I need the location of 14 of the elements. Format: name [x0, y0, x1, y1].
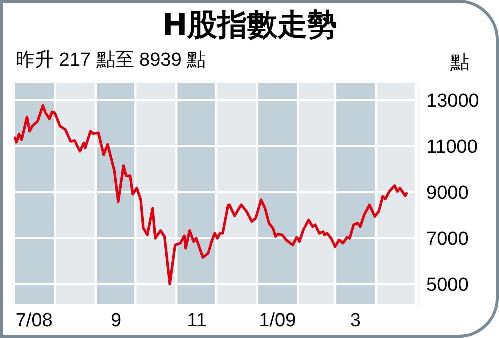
x-tick-label: 9: [111, 310, 122, 332]
chart-title: H股指數走勢: [162, 8, 338, 43]
x-tick-label: 3: [350, 310, 361, 332]
y-tick-label: 9000: [426, 182, 469, 204]
y-tick-label: 11000: [426, 136, 478, 158]
y-tick-label: 5000: [426, 274, 469, 296]
x-tick-label: 7/08: [16, 310, 53, 332]
x-tick-label: 11: [187, 310, 207, 332]
y-tick-label: 13000: [426, 90, 480, 112]
x-tick-label: 1/09: [259, 310, 296, 332]
line-series: [14, 104, 408, 286]
y-tick-label: 7000: [426, 228, 469, 250]
y-axis-title: 點: [450, 52, 470, 74]
chart-subtitle: 昨升 217 點至 8939 點: [16, 49, 206, 73]
